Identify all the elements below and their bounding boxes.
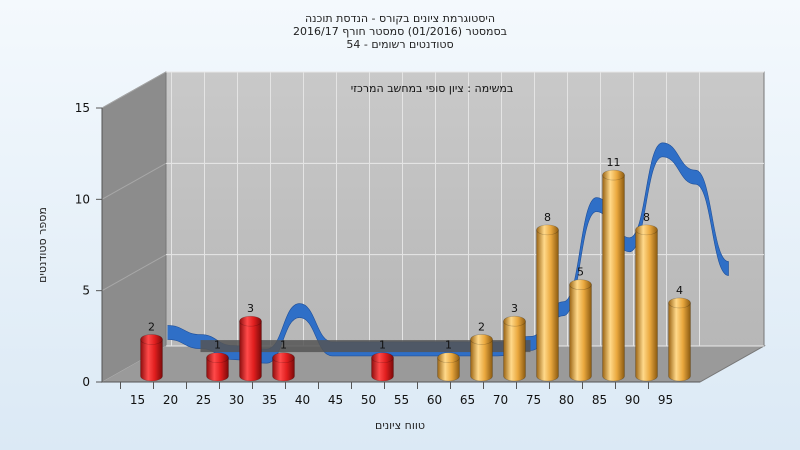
- x-tick-label-5: 40: [295, 393, 310, 407]
- bar-body-80: [569, 284, 592, 382]
- bar-top-50: [371, 352, 394, 364]
- bar-body-15: [140, 339, 163, 382]
- x-tick-label-14: 85: [592, 393, 607, 407]
- bar-35: 1: [272, 339, 295, 382]
- y-tick-label-3: 15: [75, 101, 90, 115]
- x-tick-label-11: 70: [493, 393, 508, 407]
- bar-top-60: [437, 352, 460, 364]
- x-tick-label-4: 35: [262, 393, 277, 407]
- x-axis-title: טווח ציונים: [375, 419, 425, 432]
- bar-top-15: [140, 334, 163, 345]
- bar-90: 8: [635, 211, 658, 382]
- x-tick-label-16: 95: [658, 393, 673, 407]
- x-tick-label-1: 20: [163, 393, 178, 407]
- y-tick-label-2: 10: [75, 192, 90, 206]
- bar-60: 1: [437, 339, 460, 382]
- bar-95: 4: [668, 284, 691, 382]
- bar-top-70: [503, 315, 526, 327]
- chart-title: היסטוגרמת ציונים בקורס - הנדסת תוכנה בסמ…: [293, 12, 507, 51]
- x-tick-label-6: 45: [328, 393, 343, 407]
- bar-15: 2: [140, 320, 163, 382]
- bar-75: 8: [536, 211, 559, 382]
- bar-top-35: [272, 352, 295, 364]
- wall-grid-1: [101, 254, 167, 292]
- data-label-85: 11: [607, 156, 621, 169]
- bar-body-95: [668, 302, 691, 382]
- data-label-15: 2: [148, 320, 155, 333]
- x-tick-label-2: 25: [196, 393, 211, 407]
- data-label-70: 3: [511, 302, 518, 315]
- bar-70: 3: [503, 302, 526, 382]
- distribution-curve: [167, 142, 729, 364]
- data-label-50: 1: [379, 339, 386, 352]
- bar-body-35: [272, 357, 295, 382]
- bar-top-90: [635, 224, 658, 236]
- data-label-75: 8: [544, 211, 551, 224]
- x-tick-label-13: 80: [559, 393, 574, 407]
- title-line-3: סטודנטים רשומים - 54: [346, 38, 453, 51]
- data-label-30: 3: [247, 302, 254, 315]
- title-line-1: היסטוגרמת ציונים בקורס - הנדסת תוכנה: [305, 12, 495, 25]
- curve-flat-segment: [200, 340, 531, 353]
- data-label-60: 1: [445, 339, 452, 352]
- bar-top-65: [470, 334, 493, 345]
- x-tick-label-10: 65: [460, 393, 475, 407]
- y-axis-title: מספר סטודנטים: [36, 207, 49, 283]
- y-axis-ticks: 0 5 10 15: [75, 101, 102, 389]
- bar-top-85: [602, 169, 625, 181]
- x-tick-label-15: 90: [625, 393, 640, 407]
- x-tick-label-12: 75: [526, 393, 541, 407]
- x-tick-label-8: 55: [394, 393, 409, 407]
- x-tick-label-9: 60: [427, 393, 442, 407]
- bar-body-50: [371, 357, 394, 382]
- bar-top-80: [569, 279, 592, 290]
- bar-65: 2: [470, 320, 493, 382]
- data-label-65: 2: [478, 320, 485, 333]
- bar-body-30: [239, 320, 262, 382]
- bar-body-65: [470, 339, 493, 382]
- data-label-95: 4: [676, 284, 683, 297]
- bar-body-60: [437, 357, 460, 382]
- chart-annotation: במשימה : ציון סופי במחשב המרכזי: [351, 82, 514, 95]
- bar-body-85: [602, 174, 625, 382]
- data-label-80: 5: [577, 266, 584, 279]
- data-label-90: 8: [643, 211, 650, 224]
- bar-80: 5: [569, 266, 592, 382]
- bar-85: 11: [602, 156, 625, 382]
- x-axis-ticks: 15 20 25 30 35 40 45 50 55 60 65 70 75 80 85 90 95: [120, 382, 673, 407]
- wall-grid-3: [101, 71, 167, 109]
- data-label-25: 1: [214, 339, 221, 352]
- x-tick-label-7: 50: [361, 393, 376, 407]
- bar-body-70: [503, 320, 526, 382]
- x-tick-label-3: 30: [229, 393, 244, 407]
- bar-body-25: [206, 357, 229, 382]
- bar-top-30: [239, 315, 262, 327]
- x-tick-label-0: 15: [130, 393, 145, 407]
- bar-top-75: [536, 224, 559, 236]
- bar-top-25: [206, 352, 229, 364]
- data-label-35: 1: [280, 339, 287, 352]
- bar-50: 1: [371, 339, 394, 382]
- bar-body-75: [536, 229, 559, 382]
- bar-30: 3: [239, 302, 262, 382]
- y-tick-label-1: 5: [82, 284, 90, 298]
- wall-grid-2: [101, 162, 167, 200]
- back-wall: [165, 71, 765, 347]
- y-tick-label-0: 0: [82, 375, 90, 389]
- bar-top-95: [668, 297, 691, 309]
- bar-body-90: [635, 229, 658, 382]
- title-line-2: בסמסטר (01/2016) סמסטר חורף 2016/17: [293, 25, 507, 38]
- bar-25: 1: [206, 339, 229, 382]
